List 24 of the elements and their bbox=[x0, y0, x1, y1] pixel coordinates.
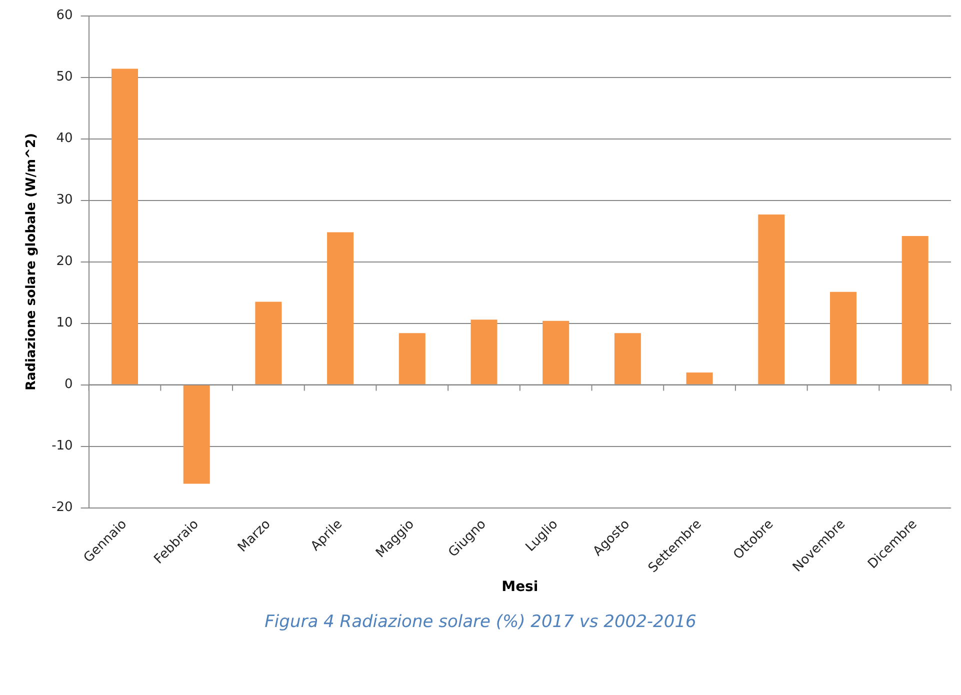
bar bbox=[255, 302, 282, 384]
x-axis-title: Mesi bbox=[502, 579, 538, 596]
bar bbox=[327, 232, 354, 384]
bar bbox=[398, 333, 426, 384]
bar bbox=[758, 214, 785, 384]
bar bbox=[542, 320, 570, 384]
bar bbox=[183, 385, 210, 484]
bar bbox=[614, 333, 641, 384]
y-tick-label: 60 bbox=[56, 8, 73, 24]
bar bbox=[686, 372, 713, 384]
y-tick-label: 10 bbox=[56, 316, 73, 331]
bar bbox=[112, 68, 138, 384]
y-tick-label: 0 bbox=[64, 377, 73, 392]
y-tick-label: -20 bbox=[52, 500, 73, 516]
bar bbox=[830, 292, 856, 384]
y-tick-label: 30 bbox=[56, 192, 73, 208]
bar bbox=[902, 236, 928, 384]
y-axis-title: Radiazione solare globale (W/m^2) bbox=[24, 133, 40, 391]
bar bbox=[470, 320, 498, 384]
y-tick-label: 50 bbox=[56, 70, 73, 85]
y-tick-label: 20 bbox=[56, 254, 73, 270]
y-tick-label: -10 bbox=[52, 438, 73, 454]
y-tick-label: 40 bbox=[56, 131, 73, 146]
text: Figura 4 Radiazione solare (%) 2017 vs 2002-2016 bbox=[264, 612, 698, 632]
